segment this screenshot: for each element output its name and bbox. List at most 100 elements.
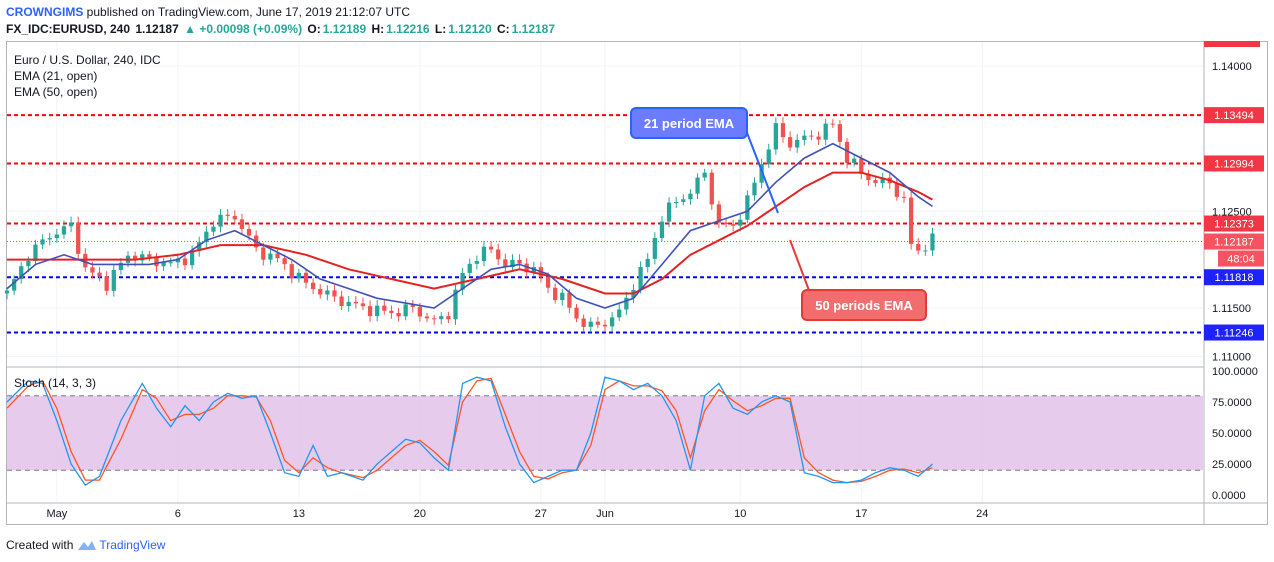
level-tag xyxy=(1204,155,1264,172)
candle-body xyxy=(111,269,116,291)
price-axis: 1.14000 1.12500 1.11500 1.11000 xyxy=(1212,61,1252,363)
level-label: 1.11818 xyxy=(1215,272,1254,284)
candle-body xyxy=(481,246,487,261)
candle-body xyxy=(403,304,408,317)
candle-body xyxy=(140,254,145,261)
candle-body xyxy=(780,123,786,138)
time-tick-label: May xyxy=(46,508,67,520)
publish-line: CROWNGIMS published on TradingView.com, … xyxy=(6,5,410,19)
candle-body xyxy=(325,290,330,295)
candle-body xyxy=(923,250,928,252)
ema21-line xyxy=(6,142,933,309)
candle-body xyxy=(510,259,515,268)
time-tick-label: 6 xyxy=(175,508,181,520)
candle-body xyxy=(652,237,657,259)
candle-body xyxy=(118,262,124,270)
candle-body xyxy=(289,264,294,279)
candle-body xyxy=(517,259,522,264)
candle-body xyxy=(916,243,921,251)
ema50-callout-pointer xyxy=(789,239,811,294)
candle-body xyxy=(19,266,24,280)
ema21-callout-pointer xyxy=(743,124,779,214)
candle-body xyxy=(26,260,31,267)
tradingview-link[interactable]: TradingView xyxy=(77,538,165,552)
current-price-tag xyxy=(1204,233,1264,250)
candle-body xyxy=(474,260,479,264)
open-label: O: xyxy=(307,22,321,36)
candle-body xyxy=(723,222,729,225)
candle-body xyxy=(624,297,629,310)
candle-body xyxy=(83,253,88,268)
stoch-tick-label: 50.0000 xyxy=(1212,428,1252,440)
level-tag xyxy=(1204,215,1264,232)
high-value: 1.12216 xyxy=(386,22,430,36)
high-label: H: xyxy=(371,22,385,36)
ohlc-line: FX_IDC:EURUSD, 240 1.12187 ▲ +0.00098 (+… xyxy=(6,22,557,36)
candle-body xyxy=(759,164,764,183)
countdown-tag xyxy=(1218,250,1264,267)
close-label: C: xyxy=(496,22,510,36)
price-change: ▲ +0.00098 (+0.09%) xyxy=(184,22,303,36)
candle-body xyxy=(688,193,693,200)
candle-body xyxy=(90,267,95,273)
candle-body xyxy=(574,307,579,319)
footer: Created with TradingView xyxy=(6,538,165,552)
candle-body xyxy=(204,231,209,243)
candle-body xyxy=(773,123,778,150)
candle-body xyxy=(503,259,508,268)
time-tick-label: 20 xyxy=(414,508,426,520)
ema50-callout-box[interactable] xyxy=(801,289,927,321)
candle-body xyxy=(716,204,722,223)
candle-body xyxy=(246,228,252,236)
current-price-label: 1.12187 xyxy=(1214,237,1254,249)
candle-body xyxy=(268,253,273,260)
price-tick-label: 1.11000 xyxy=(1212,351,1251,363)
candle-body xyxy=(211,226,216,232)
created-with-label: Created with xyxy=(6,538,74,552)
candle-body xyxy=(488,246,494,250)
candle-body xyxy=(766,149,771,165)
time-tick-label: 27 xyxy=(535,508,547,520)
open-value: 1.12189 xyxy=(322,22,367,36)
candle-body xyxy=(602,324,608,327)
candle-body xyxy=(417,306,423,317)
candle-body xyxy=(133,255,138,261)
legend-ema50: EMA (50, open) xyxy=(14,85,97,99)
candle-body xyxy=(866,173,871,181)
candle-body xyxy=(4,290,10,294)
level-label: 1.12994 xyxy=(1214,158,1254,170)
candle-body xyxy=(261,247,266,260)
candle-body xyxy=(225,214,230,216)
candle-body xyxy=(360,303,366,307)
candle-body xyxy=(453,289,458,320)
level-tag xyxy=(1204,107,1264,124)
candle-body xyxy=(837,124,843,142)
stoch-tick-label: 100.0000 xyxy=(1212,366,1258,378)
candle-body xyxy=(560,292,565,301)
candle-body xyxy=(339,296,344,306)
candle-body xyxy=(830,123,835,125)
candle-body xyxy=(239,219,245,229)
candle-body xyxy=(189,250,195,266)
candle-body xyxy=(68,222,74,227)
candle-body xyxy=(496,249,501,260)
level-label: 1.13494 xyxy=(1214,110,1254,122)
time-tick-label: 10 xyxy=(734,508,746,520)
publish-info: published on TradingView.com, June 17, 2… xyxy=(86,5,410,19)
ema21-callout-box[interactable] xyxy=(630,107,748,139)
candle-body xyxy=(382,305,387,311)
author-name[interactable]: CROWNGIMS xyxy=(6,5,84,19)
stoch-tick-label: 0.0000 xyxy=(1212,490,1246,502)
candle-body xyxy=(681,199,686,202)
candle-body xyxy=(318,289,323,295)
candle-body xyxy=(581,318,586,327)
close-value: 1.12187 xyxy=(511,22,556,36)
stoch-k-line xyxy=(6,376,933,486)
tradingview-brand: TradingView xyxy=(99,538,166,552)
candle-body xyxy=(787,137,793,148)
candle-body xyxy=(197,242,202,251)
candle-body xyxy=(154,256,159,267)
candle-body xyxy=(332,290,337,297)
low-value: 1.12120 xyxy=(448,22,492,36)
